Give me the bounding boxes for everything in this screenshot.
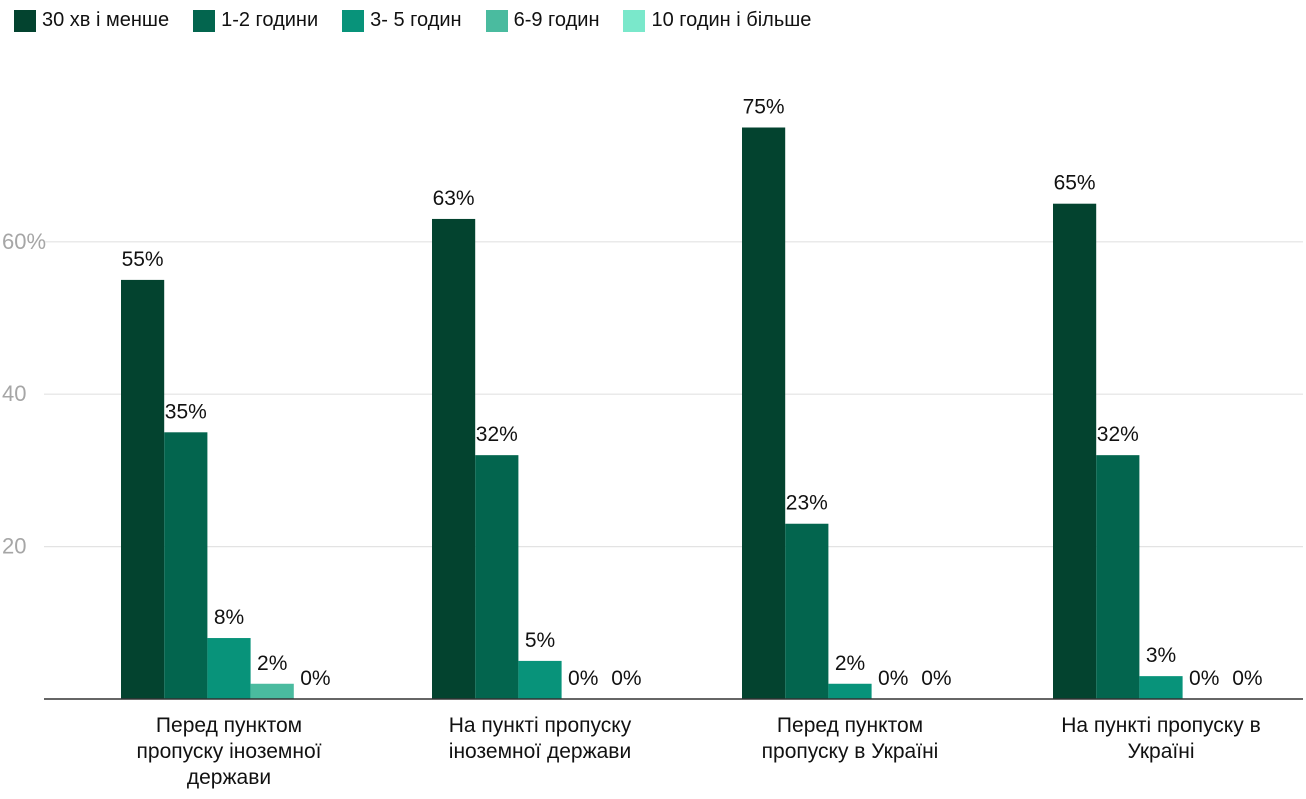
x-tick-label-line: Перед пунктом xyxy=(777,714,923,737)
data-label: 2% xyxy=(835,652,865,675)
x-tick-label-line: На пункті пропуску в xyxy=(1061,714,1260,737)
legend-swatch xyxy=(342,9,365,32)
x-tick-label-line: пропуску в Україні xyxy=(762,740,939,763)
data-label: 8% xyxy=(214,606,244,629)
legend-swatch xyxy=(14,9,36,32)
bar xyxy=(475,455,519,699)
legend-label: 6-9 годин xyxy=(513,9,600,31)
x-tick-label: На пункті пропуску іноземної держави xyxy=(449,714,632,763)
data-label: 0% xyxy=(568,667,598,690)
y-tick-label: 20 xyxy=(2,534,26,559)
legend-item: 1-2 години xyxy=(193,9,318,32)
legend-item: 3- 5 годин xyxy=(342,9,462,32)
x-tick-label: На пункті пропуску в Україні xyxy=(1061,714,1260,763)
legend-item: 30 хв і менше xyxy=(14,9,169,32)
data-label: 0% xyxy=(300,667,330,690)
bar xyxy=(785,523,829,699)
y-tick-label: 60% xyxy=(2,229,46,254)
x-tick-label-line: На пункті пропуску xyxy=(449,714,632,737)
data-label: 0% xyxy=(611,667,641,690)
bar xyxy=(1139,676,1183,699)
chart-legend: 30 хв і менше 1-2 години 3- 5 годин 6-9 год… xyxy=(14,9,835,32)
data-label: 63% xyxy=(433,187,475,210)
bar xyxy=(742,127,786,699)
data-label: 2% xyxy=(257,652,287,675)
x-tick-label: Перед пунктом пропуску в Україні xyxy=(762,714,939,763)
y-tick-label: 40 xyxy=(2,381,26,406)
data-label: 0% xyxy=(878,667,908,690)
data-label: 35% xyxy=(165,400,207,423)
legend-label: 1-2 години xyxy=(221,9,319,31)
data-label: 0% xyxy=(1189,667,1219,690)
legend-label: 3- 5 годин xyxy=(370,9,462,31)
x-tick-label: Перед пунктом пропуску іноземної держави xyxy=(137,714,322,789)
x-tick-label-line: держави xyxy=(187,766,271,789)
x-tick-label-line: іноземної держави xyxy=(449,740,631,763)
data-label: 55% xyxy=(122,248,164,271)
x-tick-label-line: Україні xyxy=(1127,740,1194,763)
data-label: 65% xyxy=(1054,172,1096,195)
x-tick-label-line: Перед пунктом xyxy=(156,714,302,737)
legend-label: 10 годин і більше xyxy=(651,9,812,31)
legend-swatch xyxy=(485,9,508,32)
bar xyxy=(432,218,476,699)
legend-label: 30 хв і менше xyxy=(42,9,170,31)
data-label: 32% xyxy=(1097,423,1139,446)
data-label: 23% xyxy=(786,492,828,515)
legend-swatch xyxy=(623,9,646,32)
data-label: 32% xyxy=(476,423,518,446)
data-label: 0% xyxy=(921,667,951,690)
bar xyxy=(164,432,208,699)
bar xyxy=(518,660,562,699)
data-label: 3% xyxy=(1146,644,1176,667)
x-tick-label-line: пропуску іноземної xyxy=(137,740,322,763)
legend-item: 6-9 годин xyxy=(485,9,600,32)
data-label: 0% xyxy=(1232,667,1262,690)
bar xyxy=(207,638,251,699)
data-label: 75% xyxy=(743,96,785,119)
legend-item: 10 годин і більше xyxy=(623,9,811,32)
bar xyxy=(121,279,165,699)
bar xyxy=(1053,203,1097,699)
legend-swatch xyxy=(193,9,216,32)
bar xyxy=(250,683,294,699)
data-label: 5% xyxy=(525,629,555,652)
bar xyxy=(828,683,872,699)
bar xyxy=(1096,455,1140,699)
